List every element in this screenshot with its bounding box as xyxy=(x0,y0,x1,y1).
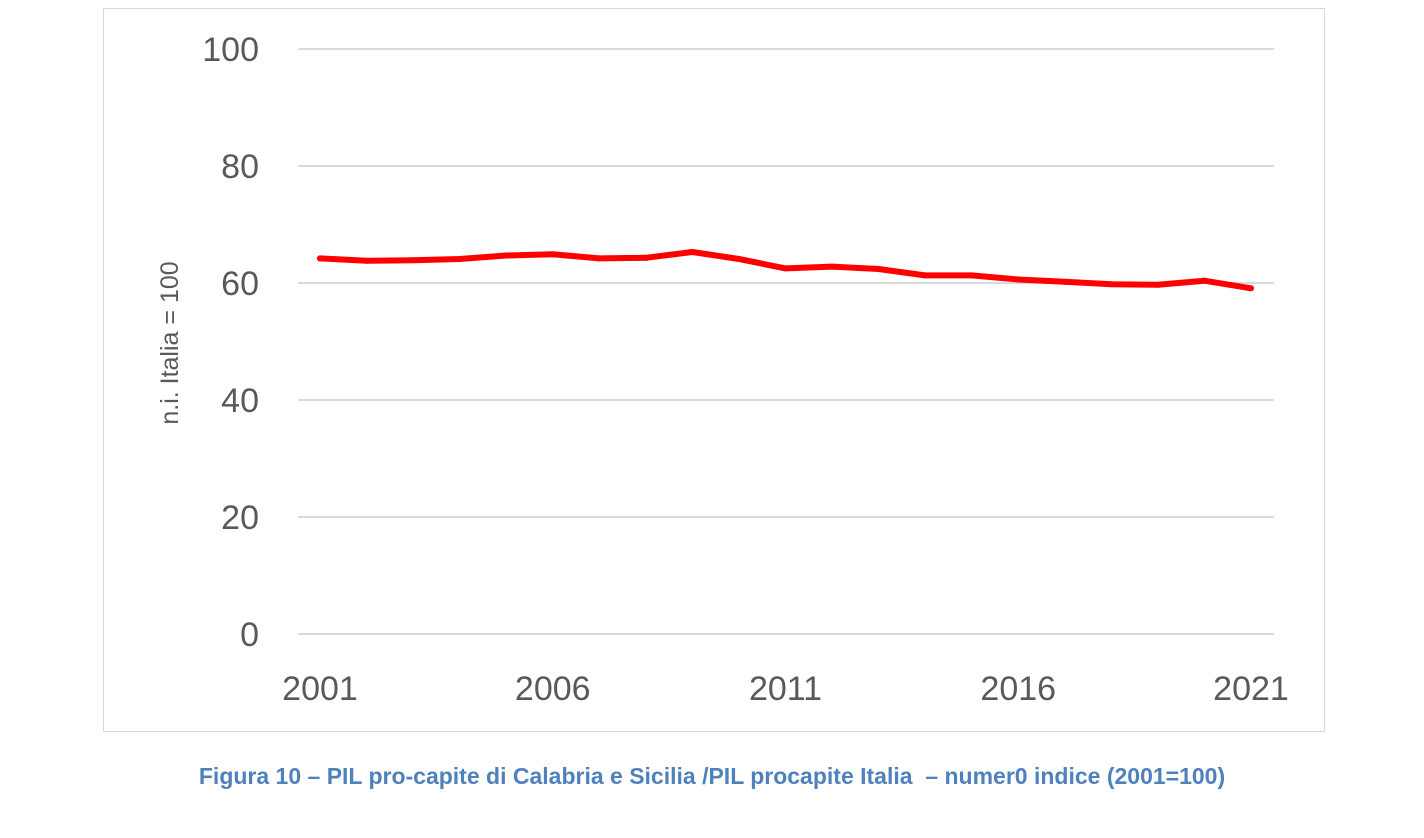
x-tick-label: 2006 xyxy=(515,670,591,708)
chart-frame xyxy=(103,8,1325,732)
y-tick-label: 20 xyxy=(221,499,259,537)
data-point xyxy=(968,272,975,279)
data-point xyxy=(642,254,649,261)
y-tick-label: 80 xyxy=(221,148,259,186)
data-point xyxy=(922,272,929,279)
x-tick-label: 2011 xyxy=(749,670,822,708)
gridlines xyxy=(298,48,1274,635)
data-point xyxy=(410,257,417,264)
y-axis-ticks: 0 20 40 60 80 100 xyxy=(202,31,259,654)
data-point xyxy=(782,265,789,272)
data-point xyxy=(1201,277,1208,284)
data-point xyxy=(317,255,323,262)
y-tick-label: 100 xyxy=(202,31,259,69)
data-point xyxy=(1015,276,1022,283)
data-point xyxy=(1154,281,1161,288)
figure-caption: Figura 10 – PIL pro-capite di Calabria e… xyxy=(198,763,1226,789)
data-point xyxy=(456,256,463,263)
data-point xyxy=(549,251,556,258)
x-tick-label: 2001 xyxy=(282,670,358,708)
series-layer xyxy=(317,248,1254,292)
x-axis-ticks: 2001 2006 2011 2016 2021 xyxy=(282,670,1289,708)
data-point xyxy=(689,248,696,255)
y-tick-label: 60 xyxy=(221,265,259,303)
x-tick-label: 2021 xyxy=(1213,670,1289,708)
data-point xyxy=(875,265,882,272)
data-point xyxy=(1108,281,1115,288)
data-point xyxy=(1248,285,1254,292)
y-tick-label: 0 xyxy=(240,616,259,654)
data-point xyxy=(1061,278,1068,285)
data-point xyxy=(596,255,603,262)
x-tick-label: 2016 xyxy=(980,670,1056,708)
data-point xyxy=(829,263,836,270)
data-point xyxy=(363,257,370,264)
y-axis-title: n.i. Italia = 100 xyxy=(156,261,184,424)
data-point xyxy=(735,256,742,263)
y-tick-label: 40 xyxy=(221,382,259,420)
data-point xyxy=(503,252,510,259)
